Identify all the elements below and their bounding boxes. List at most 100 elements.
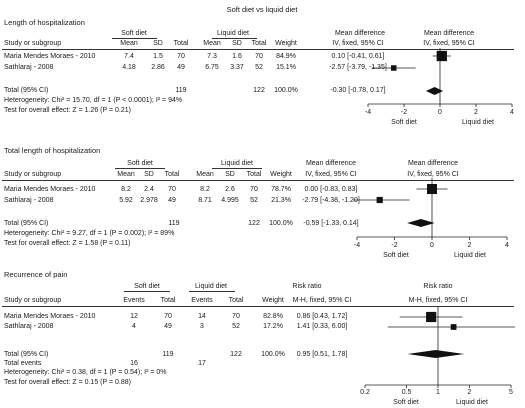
panel-1-total-label: Total (95% CI): [4, 87, 49, 94]
panel-1-row-2-mean1: 4.18: [122, 64, 136, 71]
panel-1-favours-soft: Soft diet: [391, 119, 417, 126]
panel-3-favours-soft: Soft diet: [393, 399, 419, 406]
panel-1-row-1-weight: 84.9%: [276, 53, 296, 60]
panel-2-heterogeneity: Heterogeneity: Chi² = 9.27, df = 1 (P = …: [4, 230, 175, 237]
panel-3-study-header: Study or subgroup: [4, 297, 62, 304]
panel-2-total-weight: 100.0%: [269, 220, 293, 227]
panel-2-row-2-n1: 49: [168, 197, 176, 204]
panel-2-row-1-n2: 70: [250, 186, 258, 193]
panel-3-row-1-n2: 70: [232, 313, 240, 320]
panel-1-group-soft: Soft diet: [121, 30, 147, 37]
panel-2-row-1-sd2: 2.6: [225, 186, 235, 193]
panel-1-col-total1: Total: [173, 40, 189, 47]
panel-2-col-total1: Total: [164, 171, 180, 178]
panel-3-soft-underline: [124, 291, 170, 292]
panel-2-col-weight: Weight: [270, 171, 292, 178]
panel-2-row-1-effect: 0.00 [-0.83, 0.83]: [304, 186, 358, 193]
panel-2-row-2-sd2: 4.995: [221, 197, 239, 204]
panel-1-col-weight: Weight: [275, 40, 297, 47]
panel-2-row-2-mean1: 5.92: [119, 197, 133, 204]
panel-1-col-sd2: SD: [232, 40, 242, 47]
panel-1-row-1-study: Maria Mendes Moraes - 2010: [4, 53, 96, 60]
panel-3-total-n1: 119: [162, 351, 174, 358]
panel-3-col-ci-plot: M-H, fixed, 95% CI: [408, 297, 468, 304]
panel-1-overall-test: Test for overall effect: Z = 1.26 (P = 0…: [4, 107, 131, 114]
panel-2-overall-test: Test for overall effect: Z = 1.58 (P = 0…: [4, 240, 131, 247]
panel-3-pooled-diamond: [407, 350, 465, 358]
panel-2-tick-label: -2: [391, 242, 397, 249]
panel-1-group-liquid: Liquid diet: [217, 30, 249, 37]
panel-3-col-total1: Total: [160, 297, 176, 304]
panel-3-col-weight: Weight: [262, 297, 284, 304]
panel-2-tick-label: 4: [505, 242, 509, 249]
panel-3-row-1-study: Maria Mendes Moraes - 2010: [4, 313, 96, 320]
panel-1-col-total2: Total: [251, 40, 267, 47]
panel-3-rr-header-plot: Risk ratio: [423, 283, 453, 290]
panel-1-tick-label: 2: [474, 109, 478, 116]
panel-3-total-weight: 100.0%: [261, 351, 285, 358]
panel-3-tick-label: 5: [509, 389, 513, 396]
panel-3-row-2-events1: 4: [132, 323, 136, 330]
panel-2-tick-label: 0: [430, 242, 434, 249]
panel-3-total-events2: 17: [198, 360, 206, 367]
panel-1-col-sd1: SD: [153, 40, 163, 47]
panel-3-row-1-events1: 12: [130, 313, 138, 320]
chart-main-title: Soft diet vs liquid diet: [226, 5, 298, 14]
panel-2-tick-label: 2: [468, 242, 472, 249]
panel-3-row-1-events2: 14: [198, 313, 206, 320]
panel-1-row-2-effect: -2.57 [-3.79, -1.35]: [329, 64, 387, 71]
panel-3-row-2-study: Sathlaraj - 2008: [4, 323, 54, 330]
panel-1-row-2-weight: 15.1%: [276, 64, 296, 71]
panel-1-row-1-n1: 70: [177, 53, 185, 60]
panel-3-col-events1: Events: [123, 297, 145, 304]
panel-1-row-1-n2: 70: [255, 53, 263, 60]
panel-1-tick-label: -4: [365, 109, 371, 116]
panel-2-row-1-n1: 70: [168, 186, 176, 193]
panel-1-row-2-sd2: 3.37: [230, 64, 244, 71]
panel-1-study-header: Study or subgroup: [4, 40, 62, 47]
panel-1-row-2-n1: 49: [177, 64, 185, 71]
panel-3-row-2-n1: 49: [164, 323, 172, 330]
panel-2-pooled-diamond: [407, 219, 435, 227]
panel-3-heterogeneity: Heterogeneity: Chi² = 0.38, df = 1 (P = …: [4, 369, 167, 376]
panel-3-row-2-effect: 1.41 [0.33, 6.00]: [296, 323, 348, 330]
panel-2-md-header: Mean difference: [305, 160, 357, 167]
panel-1-header-rule: [2, 49, 514, 50]
panel-2-col-mean1: Mean: [117, 171, 135, 178]
panel-2-liquid-underline: [212, 168, 262, 169]
panel-2-favours-soft: Soft diet: [383, 252, 409, 259]
panel-2-row-2-mean2: 8.71: [198, 197, 212, 204]
panel-3-total-n2: 122: [230, 351, 242, 358]
panel-2-col-ci: IV, fixed, 95% CI: [305, 171, 357, 178]
panel-1-col-ci: IV, fixed, 95% CI: [332, 40, 384, 47]
panel-1-md-header: Mean difference: [334, 30, 386, 37]
panel-2-study-1-marker: [427, 184, 437, 194]
panel-1-total-effect: -0.30 [-0.78, 0.17]: [330, 87, 386, 94]
panel-2-tick-label: -4: [354, 242, 360, 249]
panel-1-row-1-sd2: 1.6: [232, 53, 242, 60]
panel-3-row-1-n1: 70: [164, 313, 172, 320]
panel-3-liquid-underline: [189, 291, 235, 292]
panel-3-tick-label: 2: [467, 389, 471, 396]
panel-1-row-1-sd1: 1.5: [153, 53, 163, 60]
panel-2-row-2-effect: -2.79 [-4.38, -1.20]: [302, 197, 360, 204]
panel-1-study-2-marker: [390, 65, 397, 71]
panel-2-row-1-study: Maria Mendes Moraes - 2010: [4, 186, 96, 193]
panel-2-favours-liquid: Liquid diet: [454, 252, 486, 259]
panel-3-total-events1: 16: [130, 360, 138, 367]
panel-2-total-n2: 122: [248, 220, 260, 227]
panel-2-total-label: Total (95% CI): [4, 220, 49, 227]
panel-2-row-1-sd1: 2.4: [144, 186, 154, 193]
panel-2-col-sd1: SD: [144, 171, 154, 178]
panel-3-tick-label: 0.5: [402, 389, 412, 396]
panel-1-col-mean1: Mean: [120, 40, 138, 47]
panel-1-md-header-plot: Mean difference: [423, 30, 475, 37]
panel-3-header-rule: [2, 306, 514, 307]
panel-1-col-ci-plot: IV, fixed, 95% CI: [423, 40, 475, 47]
panel-2-total-effect: -0.59 [-1.33, 0.14]: [303, 220, 359, 227]
panel-2-col-sd2: SD: [225, 171, 235, 178]
panel-2-row-2-sd1: 2.978: [140, 197, 158, 204]
panel-3-overall-test: Test for overall effect: Z = 0.15 (P = 0…: [4, 379, 131, 386]
panel-3-tick-label: 0.2: [360, 389, 370, 396]
